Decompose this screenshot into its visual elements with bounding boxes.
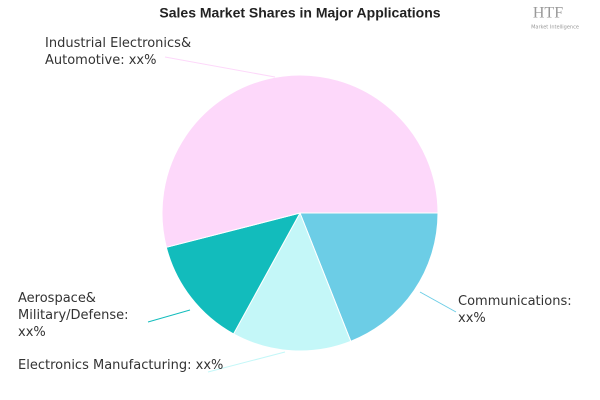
slice-label-name: Industrial Electronics& Automotive: (45, 36, 192, 68)
chart-title: Sales Market Shares in Major Application… (159, 5, 440, 21)
slice-label-value: xx% (18, 325, 46, 340)
slice-label-name: Communications: (458, 294, 572, 309)
pie-slice (161, 74, 439, 248)
logo: HTF (533, 5, 563, 22)
slice-label-name: Aerospace& Military/Defense: (18, 291, 129, 323)
slice-label-value: xx% (195, 358, 224, 373)
pie-slice (165, 212, 301, 335)
slice-label: Electronics Manufacturing: xx% (18, 357, 228, 374)
leader-line (147, 309, 191, 323)
slice-label: Communications: xx% (458, 293, 588, 327)
leader-line (419, 291, 457, 313)
slice-label: Industrial Electronics& Automotive: xx% (45, 35, 240, 69)
pie-slice (232, 211, 352, 352)
slice-label-value: xx% (128, 53, 157, 68)
leader-line (207, 351, 286, 373)
slice-label-name: Electronics Manufacturing: (18, 358, 192, 373)
pie-slice (299, 212, 439, 342)
logo-tagline: Market Intelligence (531, 25, 579, 31)
slice-label-value: xx% (458, 311, 486, 326)
leader-line (164, 56, 276, 78)
slice-label: Aerospace& Military/Defense: xx% (18, 290, 153, 341)
